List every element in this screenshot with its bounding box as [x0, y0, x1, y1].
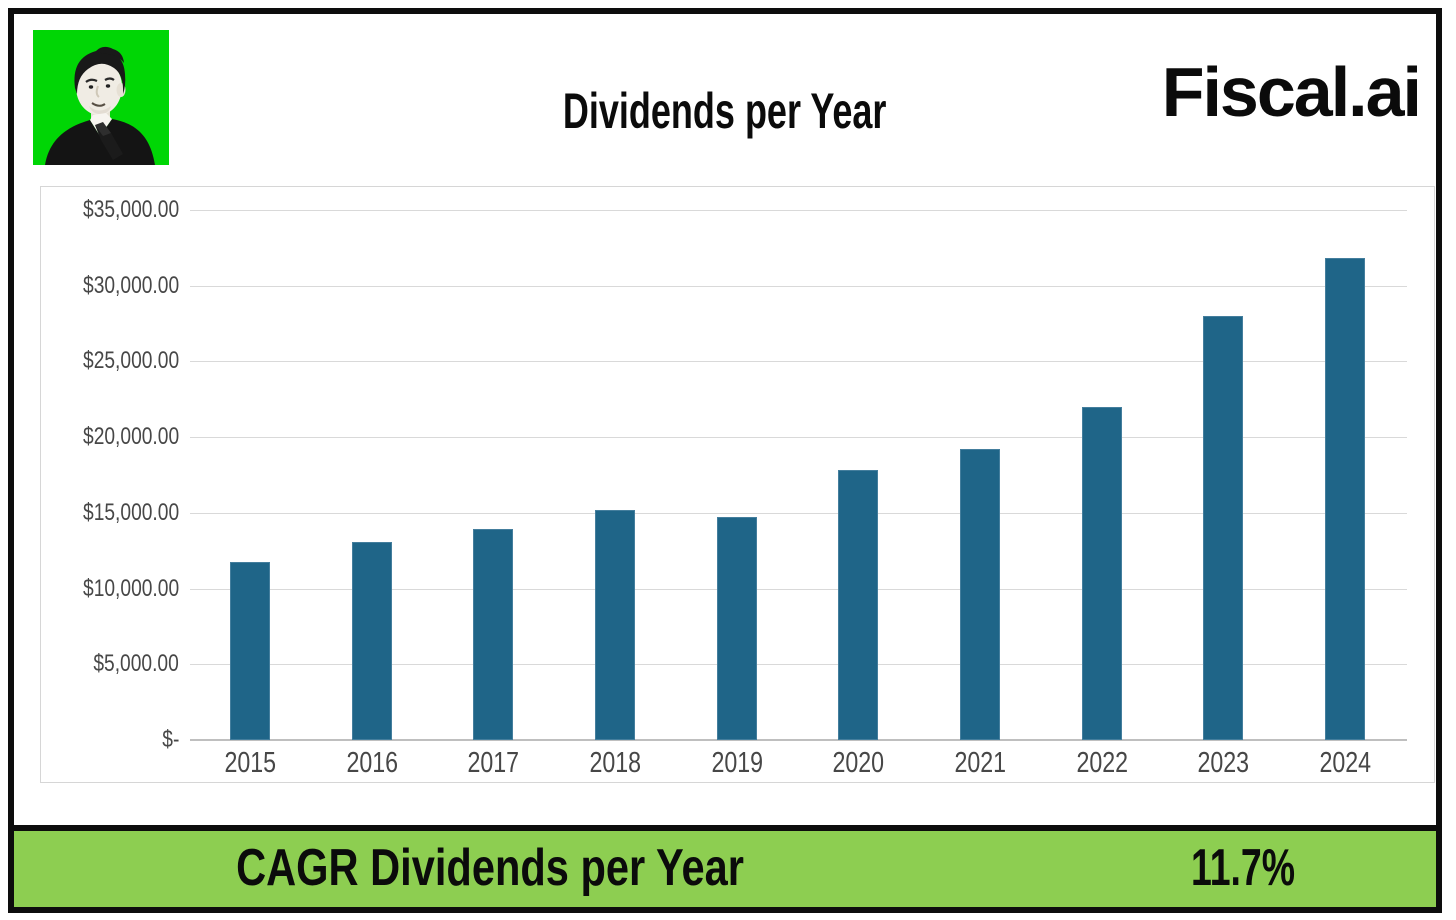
x-axis-label-2018: 2018: [555, 747, 675, 779]
x-axis-label-2016: 2016: [312, 747, 432, 779]
outer-frame: Dividends per Year Fiscal.ai $35,000.00 $…: [8, 8, 1442, 913]
x-axis-label-text: 2021: [954, 747, 1006, 779]
y-axis-label-text: $20,000.00: [82, 423, 179, 450]
bar-2017: [473, 529, 513, 740]
y-axis-label-text: $30,000.00: [82, 272, 179, 299]
x-axis-label-2020: 2020: [798, 747, 918, 779]
bar-2016: [352, 542, 392, 740]
y-axis-label: $15,000.00: [49, 500, 179, 526]
cagr-label: CAGR Dividends per Year: [236, 839, 744, 897]
bar-2015: [230, 562, 270, 740]
x-axis-label-2015: 2015: [190, 747, 310, 779]
gridline: [190, 286, 1407, 287]
gridline: [190, 361, 1407, 362]
x-axis-label-text: 2018: [589, 747, 641, 779]
x-axis-label-text: 2017: [467, 747, 519, 779]
gridline: [190, 513, 1407, 514]
y-axis-label-text: $5,000.00: [93, 650, 179, 677]
y-axis-label: $25,000.00: [49, 348, 179, 374]
x-axis-label-2022: 2022: [1042, 747, 1162, 779]
x-axis-label-2021: 2021: [920, 747, 1040, 779]
bar-2021: [960, 449, 1000, 740]
x-axis-line: [190, 739, 1407, 741]
y-axis-label: $5,000.00: [49, 651, 179, 677]
x-axis-label-text: 2020: [832, 747, 884, 779]
x-axis-label-text: 2024: [1319, 747, 1371, 779]
bar-2020: [838, 470, 878, 740]
x-axis-label-text: 2016: [346, 747, 398, 779]
bar-2023: [1203, 316, 1243, 740]
bar-2024: [1325, 258, 1365, 740]
gridline: [190, 589, 1407, 590]
cagr-banner: CAGR Dividends per Year 11.7%: [14, 825, 1436, 907]
x-axis-label-text: 2019: [711, 747, 763, 779]
x-axis-label-2023: 2023: [1163, 747, 1283, 779]
y-axis-label-text: $-: [161, 726, 179, 753]
x-axis-label-2017: 2017: [433, 747, 553, 779]
bar-2022: [1082, 407, 1122, 740]
avatar-photo-icon: [33, 30, 169, 165]
brand-logo: Fiscal.ai: [1161, 53, 1422, 131]
y-axis-label: $30,000.00: [49, 273, 179, 299]
bar-2018: [595, 510, 635, 740]
x-axis-label-text: 2023: [1197, 747, 1249, 779]
x-axis-label-text: 2022: [1076, 747, 1128, 779]
y-axis-label: $-: [49, 727, 179, 753]
bar-2019: [717, 517, 757, 740]
y-axis-label: $10,000.00: [49, 576, 179, 602]
gridline: [190, 210, 1407, 211]
gridline: [190, 437, 1407, 438]
gridline: [190, 664, 1407, 665]
page-title-text: Dividends per Year: [563, 83, 887, 139]
y-axis-label: $20,000.00: [49, 424, 179, 450]
page-title: Dividends per Year: [14, 84, 1436, 139]
x-axis-label-2019: 2019: [677, 747, 797, 779]
y-axis-label-text: $10,000.00: [82, 575, 179, 602]
y-axis-label-text: $25,000.00: [82, 347, 179, 374]
y-axis-label-text: $15,000.00: [82, 499, 179, 526]
y-axis-label-text: $35,000.00: [82, 196, 179, 223]
cagr-value: 11.7%: [1190, 839, 1296, 897]
y-axis-label: $35,000.00: [49, 197, 179, 223]
x-axis-label-text: 2015: [224, 747, 276, 779]
chart-panel: $35,000.00 $30,000.00 $25,000.00 $20,000.00…: [40, 186, 1435, 783]
x-axis-label-2024: 2024: [1285, 747, 1405, 779]
